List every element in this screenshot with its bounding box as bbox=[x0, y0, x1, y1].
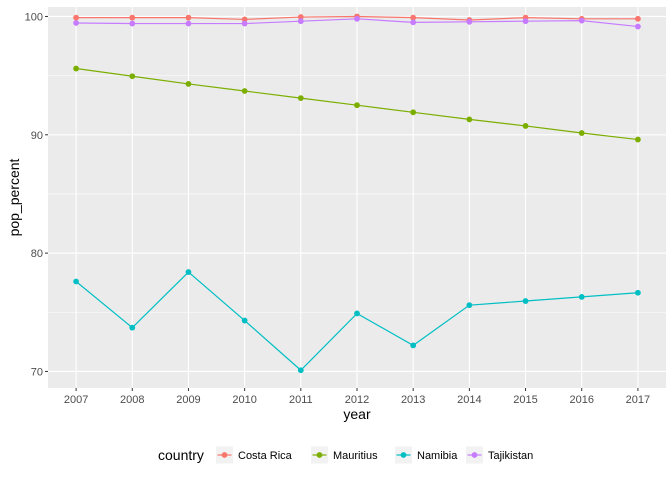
legend-label: Tajikistan bbox=[488, 450, 533, 462]
data-point bbox=[73, 65, 79, 72]
data-point bbox=[410, 109, 417, 116]
data-point bbox=[522, 298, 529, 304]
data-point bbox=[466, 302, 473, 309]
data-point bbox=[241, 317, 248, 324]
data-point bbox=[73, 20, 79, 26]
data-point bbox=[578, 293, 585, 300]
series-mauritius bbox=[73, 65, 641, 143]
data-point bbox=[635, 15, 641, 22]
series-namibia bbox=[73, 269, 641, 374]
legend-key-point bbox=[316, 452, 323, 458]
y-tick-label: 90 bbox=[31, 130, 43, 142]
legend-key-point bbox=[471, 452, 478, 458]
y-tick-label: 100 bbox=[25, 11, 43, 23]
legend-item: Namibia bbox=[395, 446, 458, 464]
x-tick-label: 2015 bbox=[513, 394, 537, 406]
data-point bbox=[241, 16, 248, 23]
data-point bbox=[185, 81, 192, 87]
data-point bbox=[297, 18, 304, 25]
data-point bbox=[129, 73, 136, 80]
data-point bbox=[129, 14, 136, 21]
x-axis-title: year bbox=[343, 406, 371, 422]
x-tick-label: 2011 bbox=[289, 394, 313, 406]
data-point bbox=[241, 88, 248, 94]
data-point bbox=[185, 269, 192, 275]
data-point bbox=[578, 130, 585, 136]
data-point bbox=[578, 17, 585, 24]
data-point bbox=[129, 20, 136, 27]
data-point bbox=[466, 116, 473, 123]
data-point bbox=[635, 23, 641, 30]
axis-layer: 70 80 90 100 2007 2008 2009 2010 2011 2012 2013 201… bbox=[25, 11, 651, 406]
legend-item: Tajikistan bbox=[466, 446, 533, 464]
legend-label: Mauritius bbox=[333, 450, 378, 462]
x-tick-label: 2007 bbox=[64, 394, 88, 406]
data-point bbox=[129, 324, 136, 331]
data-point bbox=[410, 342, 417, 349]
x-tick-label: 2010 bbox=[232, 394, 256, 406]
legend-item: Costa Rica bbox=[216, 446, 293, 464]
series-layer bbox=[73, 13, 641, 374]
data-point bbox=[635, 136, 641, 143]
legend-title: country bbox=[158, 447, 204, 463]
x-tick-label: 2008 bbox=[120, 394, 144, 406]
x-tick-label: 2012 bbox=[345, 394, 369, 406]
data-point bbox=[354, 102, 360, 109]
data-point bbox=[410, 14, 417, 21]
data-point bbox=[635, 289, 641, 296]
legend-key-point bbox=[400, 452, 407, 458]
y-tick-label: 80 bbox=[31, 248, 43, 260]
data-point bbox=[410, 19, 417, 26]
data-point bbox=[466, 18, 473, 25]
x-tick-label: 2013 bbox=[401, 394, 425, 406]
x-tick-label: 2009 bbox=[176, 394, 200, 406]
data-point bbox=[185, 20, 192, 27]
legend-label: Costa Rica bbox=[238, 450, 293, 462]
legend: country Costa Rica Mauritius Namibia Tajiki… bbox=[158, 446, 533, 464]
data-point bbox=[73, 14, 79, 21]
x-tick-label: 2016 bbox=[569, 394, 593, 406]
y-axis-title: pop_percent bbox=[6, 158, 22, 236]
data-point bbox=[241, 20, 248, 27]
data-point bbox=[297, 367, 304, 374]
data-point bbox=[297, 14, 304, 20]
series-tajikistan bbox=[73, 15, 641, 30]
data-point bbox=[522, 123, 529, 129]
data-point bbox=[354, 310, 360, 317]
x-tick-label: 2014 bbox=[457, 394, 481, 406]
data-point bbox=[522, 18, 529, 25]
legend-key-point bbox=[221, 452, 228, 458]
data-point bbox=[185, 14, 192, 21]
data-point bbox=[297, 95, 304, 102]
legend-label: Namibia bbox=[417, 450, 458, 462]
data-point bbox=[73, 278, 79, 285]
data-point bbox=[354, 15, 360, 22]
x-tick-label: 2017 bbox=[626, 394, 650, 406]
y-tick-label: 70 bbox=[31, 366, 43, 378]
legend-item: Mauritius bbox=[311, 446, 378, 464]
